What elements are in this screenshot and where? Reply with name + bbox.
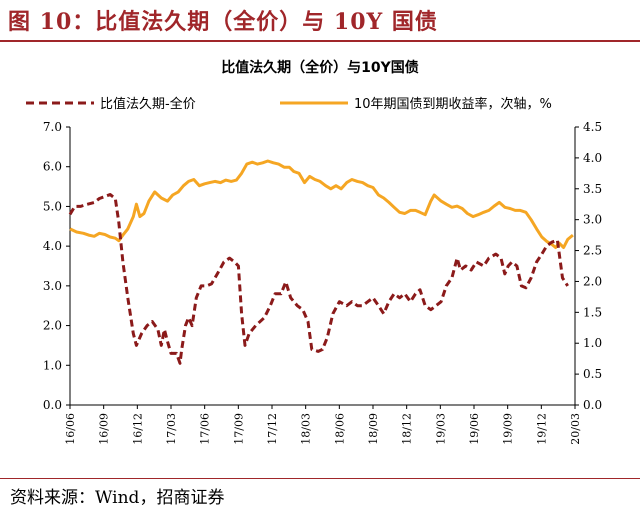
x-tick-label: 19/09 [502, 413, 515, 445]
series-line-duration [68, 193, 569, 365]
x-tick-label: 16/09 [98, 413, 111, 445]
source-note: 资料来源：Wind，招商证券 [10, 488, 225, 508]
right-tick-label: 2.5 [583, 244, 602, 258]
left-tick-label: 7.0 [43, 120, 62, 134]
figure-title: 图 10：比值法久期（全价）与 10Y 国债 [8, 9, 438, 35]
left-tick-label: 2.0 [43, 319, 62, 333]
source-rule [0, 478, 640, 479]
legend: 比值法久期-全价 10年期国债到期收益率，次轴，% [26, 96, 552, 112]
plot-lines [68, 159, 574, 365]
x-tick-label: 19/06 [468, 413, 481, 445]
x-tick-label: 19/12 [535, 413, 548, 445]
right-tick-label: 0.5 [583, 367, 602, 381]
right-tick-label: 2.0 [583, 274, 602, 288]
legend-label-duration: 比值法久期-全价 [100, 96, 196, 112]
title-rule [0, 40, 640, 42]
right-tick-label: 1.0 [583, 336, 602, 350]
series-line-yield [69, 159, 574, 249]
chart-area: 比值法久期（全价）与10Y国债 比值法久期-全价 10年期国债到期收益率，次轴，… [26, 59, 602, 445]
x-tick-label: 17/03 [165, 413, 178, 445]
axes: 0.0 1.0 2.0 3.0 4.0 5.0 6.0 7.0 0.0 0.5 1.0 1.5 2.0 2… [43, 120, 602, 445]
x-tick-label: 18/12 [401, 413, 414, 445]
x-tick-label: 20/03 [569, 413, 582, 445]
right-tick-label: 4.0 [583, 151, 602, 165]
left-tick-label: 3.0 [43, 279, 62, 293]
x-tick-label: 18/09 [367, 413, 380, 445]
right-tick-label: 3.0 [583, 213, 602, 227]
right-tick-label: 0.0 [583, 398, 602, 412]
right-tick-label: 1.5 [583, 305, 602, 319]
chart-title: 比值法久期（全价）与10Y国债 [221, 59, 419, 76]
x-tick-label: 19/03 [434, 413, 447, 445]
right-tick-label: 3.5 [583, 182, 602, 196]
x-tick-label: 16/12 [131, 413, 144, 445]
x-tick-label: 18/03 [300, 413, 313, 445]
x-tick-label: 16/06 [64, 413, 77, 445]
legend-label-yield: 10年期国债到期收益率，次轴，% [354, 96, 552, 112]
left-tick-label: 6.0 [43, 160, 62, 174]
x-tick-label: 18/06 [333, 413, 346, 445]
right-tick-label: 4.5 [583, 120, 602, 134]
x-tick-label: 17/12 [266, 413, 279, 445]
left-tick-label: 1.0 [43, 358, 62, 372]
left-tick-label: 5.0 [43, 199, 62, 213]
x-tick-label: 17/06 [199, 413, 212, 445]
left-tick-label: 0.0 [43, 398, 62, 412]
left-tick-label: 4.0 [43, 239, 62, 253]
x-tick-label: 17/09 [232, 413, 245, 445]
